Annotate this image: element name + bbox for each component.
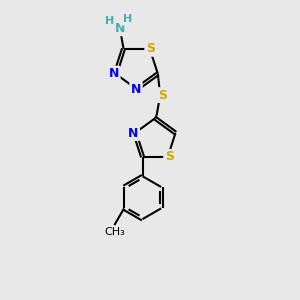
- Text: S: S: [158, 88, 167, 102]
- Text: N: N: [131, 83, 141, 96]
- Text: H: H: [123, 14, 132, 24]
- Text: S: S: [165, 151, 174, 164]
- Text: CH₃: CH₃: [104, 226, 125, 237]
- Text: H: H: [105, 16, 114, 26]
- Text: N: N: [128, 127, 139, 140]
- Text: N: N: [115, 22, 125, 35]
- Text: N: N: [109, 67, 119, 80]
- Text: S: S: [146, 42, 155, 55]
